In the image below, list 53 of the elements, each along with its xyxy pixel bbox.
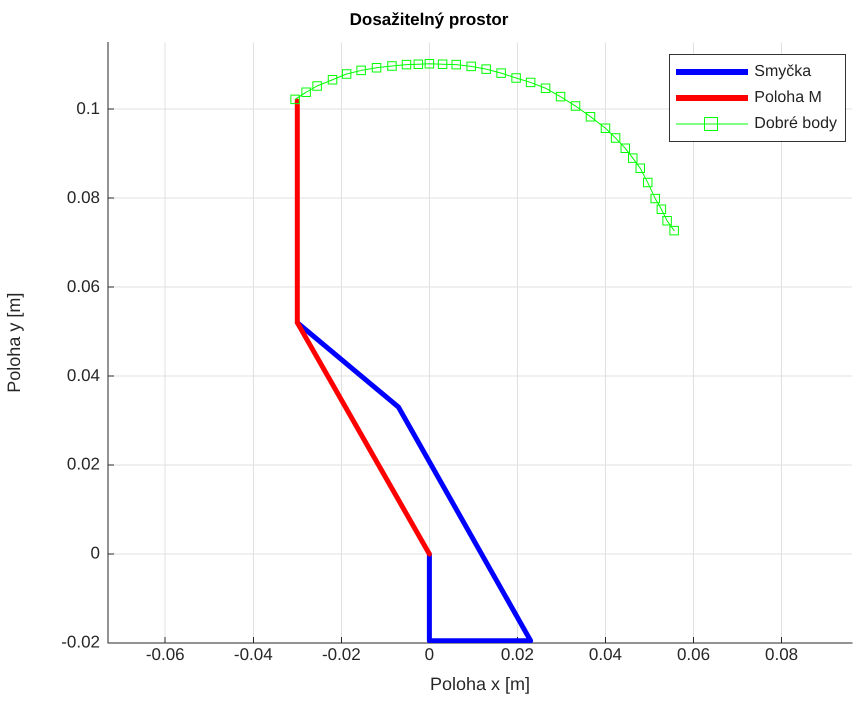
y-tick-label: 0.06	[66, 276, 100, 296]
point	[511, 73, 521, 83]
point	[642, 178, 652, 188]
x-tick-label: 0.02	[500, 644, 534, 664]
point	[402, 60, 412, 70]
x-tick-label: 0	[424, 644, 434, 664]
x-tick-label: 0.04	[588, 644, 622, 664]
x-tick-label: -0.06	[146, 644, 185, 664]
point	[570, 101, 580, 111]
y-tick-label: 0	[90, 544, 100, 563]
x-tick-label: -0.04	[234, 644, 273, 664]
legend-label: Poloha M	[754, 89, 822, 108]
chart-title: Dosažitelný prostor	[350, 10, 509, 29]
point	[328, 75, 338, 85]
point	[481, 64, 491, 74]
y-tick-label: 0.04	[66, 366, 100, 385]
point	[636, 164, 645, 174]
y-tick-label: 0.02	[66, 454, 100, 474]
point	[451, 60, 461, 70]
point	[387, 61, 397, 71]
y-tick-label: 0.08	[66, 188, 100, 207]
point	[301, 87, 311, 97]
point	[600, 124, 610, 134]
point	[656, 204, 666, 214]
point	[438, 59, 448, 69]
point	[372, 63, 382, 72]
x-tick-label: 0.08	[765, 644, 798, 664]
point	[312, 81, 322, 91]
y-tick-label: 0.1	[76, 98, 100, 118]
point	[496, 68, 506, 78]
point	[414, 59, 424, 69]
point	[526, 78, 536, 88]
point	[540, 83, 550, 93]
legend-label: Dobré body	[754, 115, 837, 134]
point	[628, 153, 638, 163]
point	[650, 194, 660, 204]
point	[290, 94, 300, 104]
point	[466, 62, 476, 72]
y-tick-label: -0.02	[61, 632, 100, 652]
point	[620, 144, 630, 154]
x-tick-label: 0.06	[676, 644, 710, 664]
point	[556, 92, 566, 102]
point	[610, 133, 620, 143]
point	[586, 112, 596, 122]
legend-label: Smyčka	[754, 63, 812, 82]
point	[669, 226, 679, 236]
point	[662, 216, 672, 226]
point	[424, 59, 434, 68]
y-axis-title: Poloha y [m]	[4, 292, 24, 393]
point	[356, 66, 366, 76]
x-axis-title: Poloha x [m]	[430, 674, 530, 694]
point	[342, 69, 352, 79]
x-tick-label: -0.02	[322, 644, 361, 664]
